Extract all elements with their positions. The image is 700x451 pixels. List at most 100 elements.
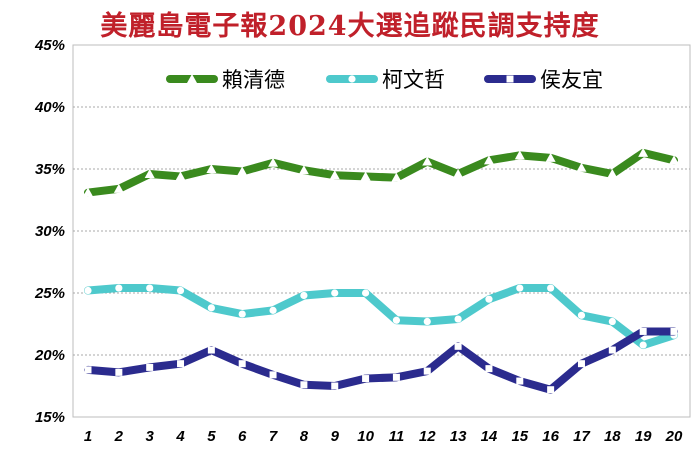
data-point-circle [176, 286, 185, 295]
data-point-triangle [298, 165, 309, 175]
series-1 [83, 147, 679, 197]
data-point-circle [348, 75, 356, 83]
x-tick-label: 7 [269, 428, 278, 445]
legend-item: 侯友宜 [484, 68, 603, 92]
data-point-circle [392, 316, 401, 324]
data-point-circle [485, 295, 493, 303]
gridlines [73, 106, 690, 356]
data-point-square [670, 327, 678, 335]
data-point-triangle [113, 183, 124, 193]
legend-item: 賴清德 [166, 68, 285, 92]
data-point-triangle [514, 150, 525, 160]
data-point-circle [331, 289, 339, 297]
data-point-square [269, 371, 277, 379]
data-point-triangle [483, 155, 494, 165]
y-tick-label: 35% [35, 161, 65, 178]
data-point-square [238, 360, 246, 368]
data-point-square [516, 377, 524, 385]
data-point-circle [639, 341, 647, 349]
x-tick-label: 8 [300, 428, 309, 445]
data-point-triangle [422, 156, 433, 166]
data-point-square [177, 360, 185, 368]
data-point-triangle [144, 168, 155, 178]
data-point-square [423, 367, 431, 375]
data-point-square [207, 346, 215, 354]
legend-label: 侯友宜 [540, 68, 603, 92]
data-point-triangle [329, 170, 340, 180]
data-point-square [84, 366, 92, 374]
data-point-circle [577, 311, 586, 319]
x-tick-label: 4 [175, 428, 185, 445]
data-point-triangle [391, 172, 402, 182]
x-tick-label: 20 [665, 428, 683, 445]
data-point-triangle [83, 187, 93, 197]
data-point-triangle [175, 171, 186, 181]
data-point-triangle [206, 164, 217, 173]
y-tick-label: 45% [34, 37, 65, 54]
x-tick-label: 2 [114, 428, 124, 445]
series-line [84, 327, 678, 394]
data-point-circle [547, 284, 555, 292]
data-point-triangle [237, 166, 248, 176]
x-tick-label: 11 [389, 428, 405, 445]
x-tick-label: 17 [573, 428, 590, 445]
data-point-triangle [187, 74, 197, 83]
data-point-triangle [607, 168, 618, 178]
data-point-circle [238, 310, 246, 318]
data-point-circle [454, 315, 462, 323]
data-point-circle [300, 291, 308, 300]
data-point-square [300, 381, 308, 389]
data-point-square [577, 360, 585, 368]
data-point-square [639, 327, 647, 335]
x-tick-label: 16 [542, 428, 559, 445]
y-tick-label: 20% [34, 347, 65, 364]
data-point-circle [115, 284, 123, 292]
data-point-square [608, 346, 616, 354]
data-point-circle [146, 284, 154, 292]
series-line [84, 148, 678, 197]
data-point-square [146, 363, 154, 371]
data-point-triangle [360, 171, 371, 181]
series-3 [84, 327, 678, 394]
data-point-square [547, 386, 555, 394]
x-tick-label: 15 [511, 428, 528, 445]
legend-item: 柯文哲 [326, 68, 445, 92]
data-point-square [454, 342, 462, 350]
data-point-square [331, 382, 339, 390]
data-point-triangle [453, 168, 464, 178]
data-point-circle [608, 317, 616, 326]
x-tick-label: 19 [635, 428, 652, 445]
data-point-circle [361, 289, 370, 297]
chart-title: 美麗島電子報2024大選追蹤民調支持度 [100, 11, 600, 42]
x-tick-label: 18 [604, 428, 621, 445]
x-tick-label: 9 [331, 428, 340, 445]
x-tick-label: 6 [238, 428, 247, 445]
data-point-square [115, 368, 123, 376]
data-point-circle [423, 317, 431, 326]
x-tick-label: 3 [146, 428, 155, 445]
x-tick-label: 12 [419, 428, 436, 445]
data-point-triangle [638, 147, 649, 157]
y-tick-label: 25% [34, 285, 65, 302]
data-point-square [392, 373, 400, 381]
x-axis-ticks: 1 2 3 4 5 6 7 8 9 10 11 12 13 14 15 16 17 18 19 20 [84, 428, 683, 445]
data-point-circle [84, 286, 92, 295]
data-point-circle [269, 306, 277, 314]
data-point-square [506, 75, 514, 83]
y-tick-label: 30% [35, 223, 65, 240]
y-tick-label: 15% [35, 409, 65, 426]
data-point-triangle [669, 155, 679, 165]
legend-label: 賴清德 [222, 68, 285, 92]
x-tick-label: 14 [481, 428, 498, 445]
data-point-triangle [268, 157, 279, 167]
legend-label: 柯文哲 [382, 68, 445, 92]
legend: 賴清德 柯文哲 侯友宜 [166, 68, 603, 92]
x-tick-label: 13 [450, 428, 467, 445]
x-tick-label: 1 [84, 428, 92, 445]
x-tick-label: 5 [207, 428, 216, 445]
series-2 [84, 284, 678, 350]
data-point-square [485, 365, 493, 373]
y-tick-label: 40% [34, 99, 65, 116]
